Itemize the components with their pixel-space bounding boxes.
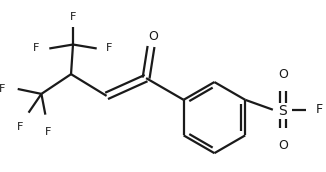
Text: F: F (316, 103, 323, 116)
Text: O: O (148, 30, 158, 43)
Text: F: F (106, 44, 113, 53)
Text: F: F (33, 44, 40, 53)
Text: O: O (278, 139, 288, 152)
Text: O: O (278, 68, 288, 81)
Text: F: F (0, 84, 5, 94)
Text: F: F (45, 127, 52, 137)
Text: F: F (17, 122, 23, 132)
Text: F: F (70, 12, 76, 22)
Text: S: S (278, 104, 287, 118)
